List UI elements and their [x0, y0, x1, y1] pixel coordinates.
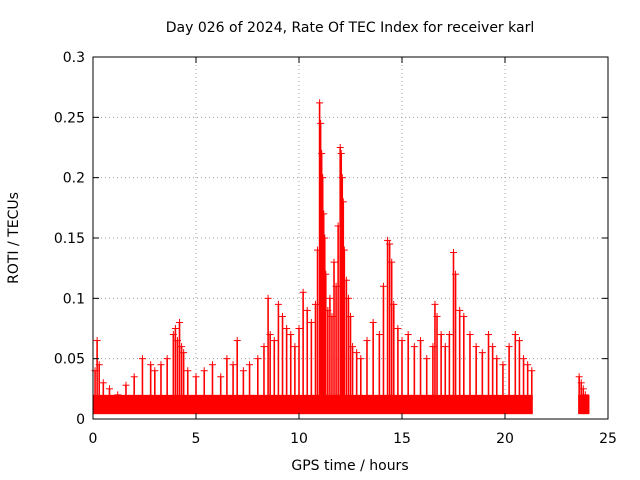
y-tick-label: 0.1	[63, 291, 85, 307]
data-point	[493, 355, 501, 401]
data-point	[180, 349, 188, 401]
data-point	[394, 325, 402, 401]
x-tick-label: 0	[89, 431, 98, 447]
data-point	[254, 355, 262, 401]
data-point	[279, 312, 287, 401]
data-point	[266, 331, 274, 401]
data-point	[485, 331, 493, 401]
data-point	[322, 270, 330, 401]
data-point	[478, 349, 486, 401]
data-point	[441, 343, 449, 401]
data-point	[515, 337, 523, 401]
y-tick-label: 0.05	[54, 352, 85, 368]
data-point	[384, 236, 392, 401]
y-axis-label: ROTI / TECUs	[6, 192, 22, 284]
data-point	[93, 337, 101, 401]
data-point	[270, 337, 278, 401]
data-point	[472, 343, 480, 401]
x-tick-label: 10	[290, 431, 308, 447]
data-point	[375, 331, 383, 401]
data-point	[338, 174, 346, 401]
chart-title: Day 026 of 2024, Rate Of TEC Index for r…	[166, 20, 534, 36]
data-point	[505, 343, 513, 401]
data-point	[233, 337, 241, 401]
data-point	[317, 119, 325, 401]
data-point	[388, 258, 396, 401]
data-point	[423, 355, 431, 401]
data-point	[307, 318, 315, 401]
y-tick-label: 0.25	[54, 110, 85, 126]
data-point	[520, 355, 528, 401]
data-point	[460, 312, 468, 401]
data-point	[404, 331, 412, 401]
data-point	[353, 349, 361, 401]
data-point	[178, 343, 186, 401]
data-point	[283, 325, 291, 401]
data-point	[386, 240, 394, 401]
x-axis-ticks: 0 5 10 15 20 25	[89, 57, 617, 447]
data-point	[303, 306, 311, 401]
data-point	[398, 337, 406, 401]
data-point	[431, 300, 439, 401]
grid-lines	[93, 57, 608, 419]
data-point	[339, 198, 347, 401]
data-point	[445, 331, 453, 401]
data-point	[321, 234, 329, 401]
data-point	[264, 294, 272, 401]
data-point	[299, 288, 307, 401]
x-tick-label: 5	[192, 431, 201, 447]
x-tick-label: 15	[393, 431, 411, 447]
data-point	[357, 355, 365, 401]
data-point	[176, 318, 184, 401]
data-point	[437, 331, 445, 401]
x-tick-label: 25	[599, 431, 617, 447]
dense-band	[93, 394, 590, 415]
data-point	[511, 331, 519, 401]
data-point	[316, 99, 324, 401]
data-point	[330, 258, 338, 401]
y-tick-label: 0.3	[63, 50, 85, 66]
y-tick-label: 0.15	[54, 231, 85, 247]
data-point	[163, 355, 171, 401]
data-point	[417, 337, 425, 401]
dense-band-segment	[578, 394, 590, 415]
data-point	[369, 318, 377, 401]
data-point	[489, 343, 497, 401]
x-axis-label: GPS time / hours	[291, 458, 408, 474]
data-point	[287, 331, 295, 401]
data-point	[390, 300, 398, 401]
y-axis-ticks: 0 0.05 0.1 0.15 0.2 0.25 0.3	[54, 50, 608, 428]
data-point	[349, 343, 357, 401]
data-point	[433, 312, 441, 401]
data-point	[326, 294, 334, 401]
data-point	[347, 312, 354, 401]
data-point	[291, 343, 299, 401]
data-point	[337, 150, 345, 401]
data-point	[363, 337, 371, 401]
data-point	[466, 331, 474, 401]
data-point	[223, 355, 231, 401]
data-point	[344, 294, 352, 401]
data-point	[260, 343, 268, 401]
data-point	[410, 343, 418, 401]
data-point	[318, 150, 326, 401]
dense-band-segment	[93, 394, 533, 415]
data-point	[320, 210, 328, 401]
y-tick-label: 0	[76, 412, 85, 428]
data-point	[340, 246, 348, 401]
data-point	[452, 270, 460, 401]
data-marks	[91, 99, 589, 401]
data-point	[138, 355, 146, 401]
data-point	[274, 300, 282, 401]
data-point	[336, 144, 344, 401]
y-tick-label: 0.2	[63, 171, 85, 187]
data-point	[319, 174, 327, 401]
data-point	[456, 306, 464, 401]
data-point	[379, 282, 387, 401]
data-point	[295, 325, 303, 401]
data-point	[450, 248, 457, 401]
x-tick-label: 20	[496, 431, 514, 447]
data-point	[342, 276, 350, 401]
